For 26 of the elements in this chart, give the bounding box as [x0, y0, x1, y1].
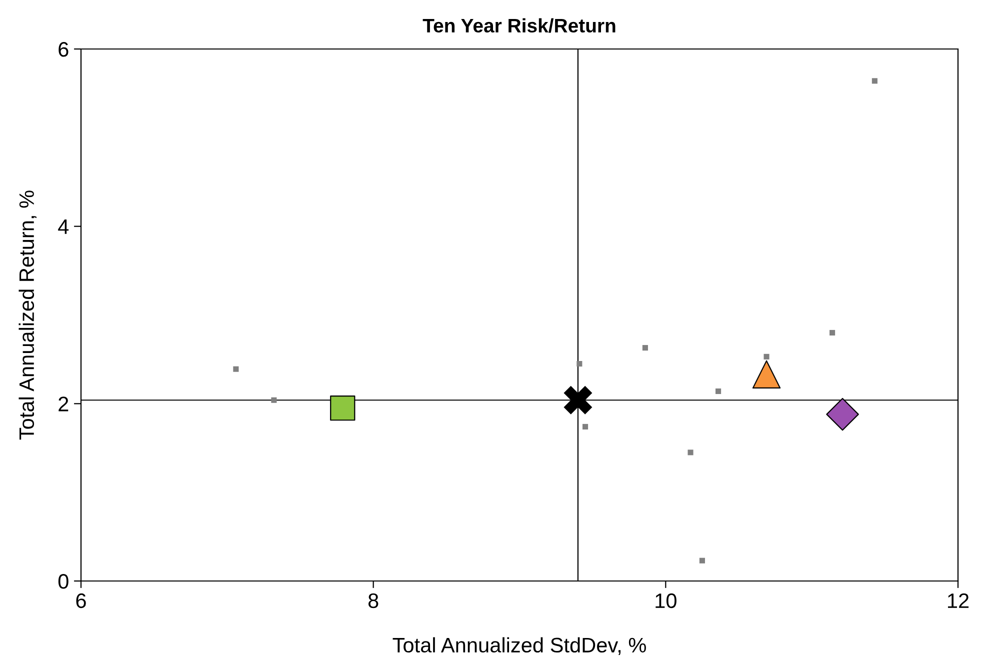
point — [233, 366, 239, 372]
point — [764, 354, 770, 360]
point — [699, 558, 705, 564]
point — [582, 424, 588, 430]
point — [872, 78, 878, 84]
point — [752, 360, 781, 388]
point — [716, 388, 722, 394]
x-tick-label: 10 — [656, 593, 676, 608]
point — [826, 398, 859, 431]
chart-title: Ten Year Risk/Return — [422, 18, 616, 33]
x-tick-label: 12 — [948, 593, 969, 608]
point — [330, 396, 356, 421]
y-axis-title: Total Annualized Return, % — [18, 190, 37, 440]
point — [688, 450, 694, 456]
y-tick-label: 6 — [58, 42, 68, 57]
x-tick-label: 6 — [76, 593, 86, 608]
y-tick-label: 2 — [58, 396, 68, 412]
y-tick-label: 0 — [58, 574, 68, 589]
x-axis-title: Total Annualized StdDev, % — [392, 637, 646, 655]
point — [830, 330, 836, 336]
x-tick-label: 8 — [368, 593, 378, 608]
point — [564, 386, 592, 414]
point — [271, 397, 277, 403]
point — [576, 360, 582, 367]
y-tick-label: 4 — [58, 220, 69, 234]
point — [642, 345, 648, 351]
